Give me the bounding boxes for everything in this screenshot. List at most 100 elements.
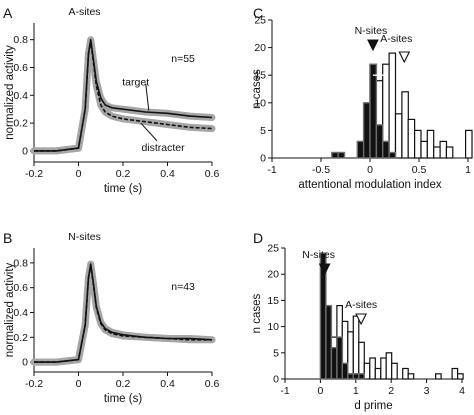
histogram-bar-a-sites	[402, 367, 409, 380]
histogram-bar-n-sites	[369, 63, 378, 159]
x-tick-label: -0.2	[25, 168, 43, 180]
y-tick-label: 0.4	[13, 307, 28, 319]
y-tick-label: 0.2	[13, 118, 28, 130]
histogram-bar-a-sites	[401, 91, 409, 159]
x-tick-label: -1	[280, 385, 289, 397]
y-tick-label: 0	[273, 374, 279, 386]
n-count-label: n=43	[171, 281, 195, 293]
y-tick-label: 10	[254, 97, 266, 109]
x-tick-label: 4	[459, 385, 465, 397]
histogram-bar-n-sites	[325, 304, 333, 380]
histogram-bar-n-sites	[388, 151, 397, 159]
y-tick-label: 0.6	[13, 62, 28, 74]
y-tick-label: 0.8	[13, 257, 28, 269]
histogram-bar-n-sites	[356, 140, 365, 159]
histogram-bar-a-sites	[451, 367, 459, 380]
panel-label: D	[253, 230, 263, 246]
x-tick-label: 0	[367, 164, 373, 176]
marker-label-a-sites: A-sites	[380, 33, 412, 45]
histogram-bar-a-sites	[369, 357, 376, 380]
histogram-bar-a-sites	[426, 129, 435, 159]
arrow-marker-n-sites	[367, 39, 379, 52]
y-axis-label: normalized activity	[4, 262, 16, 357]
x-axis-label: time (s)	[104, 393, 143, 405]
histogram-bar-a-sites	[347, 331, 354, 380]
x-tick-label: 0.2	[116, 378, 131, 390]
histogram-bar-a-sites	[435, 373, 442, 380]
series-line-solid	[34, 263, 213, 363]
sem-band-solid	[30, 260, 216, 366]
series-line-solid	[34, 38, 213, 152]
y-tick-label: 0	[22, 357, 28, 369]
x-tick-label: 3	[424, 385, 430, 397]
histogram-bar-n-sites	[362, 102, 371, 159]
panel-b: B -0.2 0 0.2 0.4 0.6 0 0.2 0.4 0.6 0.8 time (s) norm…	[3, 230, 219, 405]
x-axis-label: attentional modulation index	[298, 179, 441, 191]
x-tick-label: 0.2	[116, 168, 131, 180]
x-tick-label: 0	[76, 168, 82, 180]
x-tick-label: 0.4	[160, 168, 175, 180]
histogram-bar-a-sites	[465, 129, 473, 159]
x-tick-label: 0	[317, 385, 323, 397]
y-tick-label: 25	[267, 243, 279, 255]
histogram-bar-n-sites	[358, 373, 365, 380]
x-tick-label: 1	[465, 164, 471, 176]
histogram-bar-n-sites	[375, 124, 384, 159]
histogram-bar-n-sites	[330, 346, 338, 380]
histogram-bar-a-sites	[457, 373, 464, 380]
histogram-bar-n-sites	[382, 140, 390, 159]
panel-a: A -0.2 0 0.2 0.4 0.6 0 0.2 0.4 0.6 0.8 time (s) norm…	[3, 5, 219, 195]
target-pointer	[145, 83, 150, 111]
marker-label-n-sites: N-sites	[355, 25, 388, 37]
x-tick-label: 0	[76, 378, 82, 390]
panel-title: N-sites	[68, 231, 101, 243]
x-tick-label: 0.4	[160, 378, 175, 390]
y-tick-label: 5	[273, 347, 279, 359]
y-tick-label: 15	[254, 70, 266, 82]
x-tick-label: 2	[388, 385, 394, 397]
histogram-bar-a-sites	[433, 146, 441, 159]
y-axis-label: n cases	[251, 69, 263, 109]
histogram-bar-a-sites	[388, 52, 397, 159]
x-tick-label: 0.6	[205, 378, 220, 390]
arrow-marker-a-sites	[398, 51, 411, 64]
x-axis-label: d prime	[354, 400, 392, 412]
arrow-marker-n-sites	[318, 263, 331, 276]
distracter-pointer	[140, 122, 158, 142]
x-tick-label: 0.5	[412, 164, 427, 176]
y-axis-label: normalized activity	[4, 45, 16, 140]
x-tick-label: 0.6	[205, 168, 220, 180]
y-tick-label: 0.6	[13, 282, 28, 294]
y-tick-label: 0	[260, 153, 266, 165]
histogram-bar-a-sites	[407, 373, 415, 380]
series-line-dashed	[34, 40, 213, 152]
y-tick-label: 0	[22, 145, 28, 157]
x-axis-label: time (s)	[104, 183, 143, 195]
histogram-bar-a-sites	[394, 113, 403, 159]
histogram-bar-a-sites	[380, 357, 387, 380]
histogram-bar-a-sites	[414, 129, 422, 159]
y-tick-label: 20	[254, 42, 266, 54]
histogram-bar-n-sites	[331, 151, 339, 159]
histogram-bar-a-sites	[445, 146, 454, 159]
histogram-bar-n-sites	[337, 151, 346, 159]
histogram-bar-a-sites	[391, 362, 398, 380]
x-tick-label: 1	[353, 385, 359, 397]
histogram-bar-a-sites	[363, 362, 371, 380]
marker-label-n-sites: N-sites	[302, 249, 335, 261]
y-tick-label: 0.4	[13, 90, 28, 102]
y-tick-label: 0.2	[13, 332, 28, 344]
y-tick-label: 10	[267, 321, 279, 333]
panel-label: C	[253, 5, 263, 21]
y-tick-label: 15	[267, 295, 279, 307]
histogram-bar-a-sites	[385, 352, 393, 380]
x-tick-label: -0.5	[312, 164, 330, 176]
histogram-bar-a-sites	[439, 140, 448, 159]
x-tick-label: -0.2	[25, 378, 43, 390]
arrow-marker-a-sites	[355, 313, 367, 326]
y-tick-label: 20	[267, 269, 279, 281]
y-tick-label: 25	[254, 15, 266, 27]
